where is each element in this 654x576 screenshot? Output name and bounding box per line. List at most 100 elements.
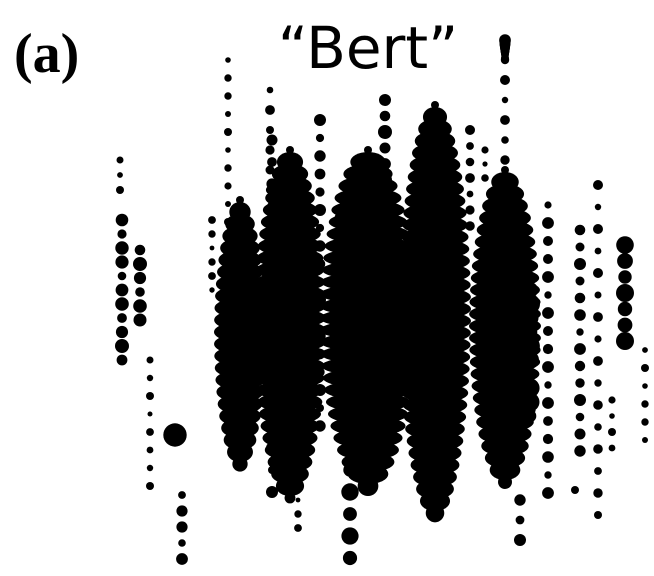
dom-hit [501, 96, 509, 104]
dom-hit [209, 245, 215, 251]
dom-hit [294, 510, 302, 518]
dom-hit [642, 437, 648, 443]
dom-hit [594, 423, 602, 431]
dom-hit [575, 276, 585, 286]
dom-hit [224, 218, 232, 226]
dom-hit [574, 343, 586, 355]
dom-hit [378, 125, 392, 139]
dom-hit [617, 301, 633, 317]
dom-hit [117, 229, 127, 239]
dom-hit [315, 367, 325, 377]
dom-hit [224, 344, 232, 352]
dom-hit [333, 373, 357, 397]
dom-hit-large [501, 166, 509, 174]
dom-hit [314, 168, 326, 180]
dom-hit [500, 295, 510, 305]
dom-hit [266, 134, 278, 146]
dom-hit [543, 254, 553, 264]
dom-hit [481, 174, 489, 182]
dom-hit [542, 217, 554, 229]
dom-hit [268, 466, 276, 474]
dom-hit [266, 310, 278, 322]
dom-hit [209, 287, 215, 293]
dom-hit [501, 136, 509, 144]
dom-hit [543, 236, 553, 246]
dom-hit [266, 442, 278, 454]
dom-hit [115, 241, 129, 255]
dom-hit [465, 125, 475, 135]
dom-hit [314, 258, 326, 270]
dom-hit [225, 237, 231, 243]
dom-hit [501, 276, 509, 284]
dom-hit-large [364, 146, 372, 154]
dom-hit [314, 330, 326, 342]
dom-hit [593, 356, 603, 366]
dom-hit [115, 283, 129, 297]
dom-hit [147, 411, 153, 417]
dom-hit [544, 471, 552, 479]
dom-hit [208, 258, 216, 266]
dom-hit [133, 313, 147, 327]
dom-hit [523, 367, 537, 381]
dom-hit [542, 307, 554, 319]
dom-hit [334, 389, 356, 411]
dom-hit [574, 224, 586, 236]
dom-hit [594, 291, 602, 299]
dom-hit [314, 150, 326, 162]
dom-hit [266, 266, 278, 278]
dom-hit [176, 521, 188, 533]
dom-hit [146, 356, 154, 364]
dom-hit [267, 245, 277, 255]
dom-hit [135, 287, 145, 297]
dom-hit [379, 142, 391, 154]
dom-hit [266, 126, 274, 134]
dom-hit [225, 147, 231, 153]
dom-hit [146, 428, 154, 436]
dom-hit [267, 333, 277, 343]
dom-hit [314, 240, 326, 252]
dom-hit [315, 277, 325, 287]
dom-hit [225, 381, 231, 387]
dom-hit [500, 215, 510, 225]
dom-hit [500, 255, 510, 265]
dom-hit [266, 486, 278, 498]
dom-hit [617, 317, 633, 333]
dom-hit [642, 383, 648, 389]
dom-hit [115, 255, 129, 269]
dom-hit [542, 487, 554, 499]
dom-hit [267, 377, 277, 387]
dom-hit [500, 195, 510, 205]
dom-hit [115, 339, 129, 353]
dom-hit [500, 115, 510, 125]
dom-hit [521, 351, 539, 369]
dom-hit [115, 297, 129, 311]
dom-hit-large [498, 475, 512, 489]
dom-hit [500, 175, 510, 185]
dom-hit [594, 467, 602, 475]
dom-hit [146, 446, 154, 454]
dom-hit [266, 354, 278, 366]
dom-hit [314, 114, 326, 126]
dom-hit [522, 324, 538, 340]
dom-hit [594, 511, 602, 519]
dom-hit [616, 236, 634, 254]
dom-hit [542, 451, 554, 463]
dom-hit [466, 142, 474, 150]
dom-hit [574, 360, 586, 372]
dom-hit [294, 524, 302, 532]
dom-hit-large [236, 196, 244, 204]
dom-hit [430, 513, 440, 523]
dom-hit [542, 343, 554, 355]
dom-hit [542, 397, 554, 409]
dom-hit [336, 406, 354, 424]
dom-hit [266, 222, 278, 234]
dom-hit [314, 204, 326, 216]
dom-hit [594, 335, 602, 343]
dom-hit [117, 313, 127, 323]
dom-hit [315, 133, 325, 143]
dom-hit [267, 421, 277, 431]
dom-hit [575, 378, 585, 388]
dom-hit [574, 428, 586, 440]
